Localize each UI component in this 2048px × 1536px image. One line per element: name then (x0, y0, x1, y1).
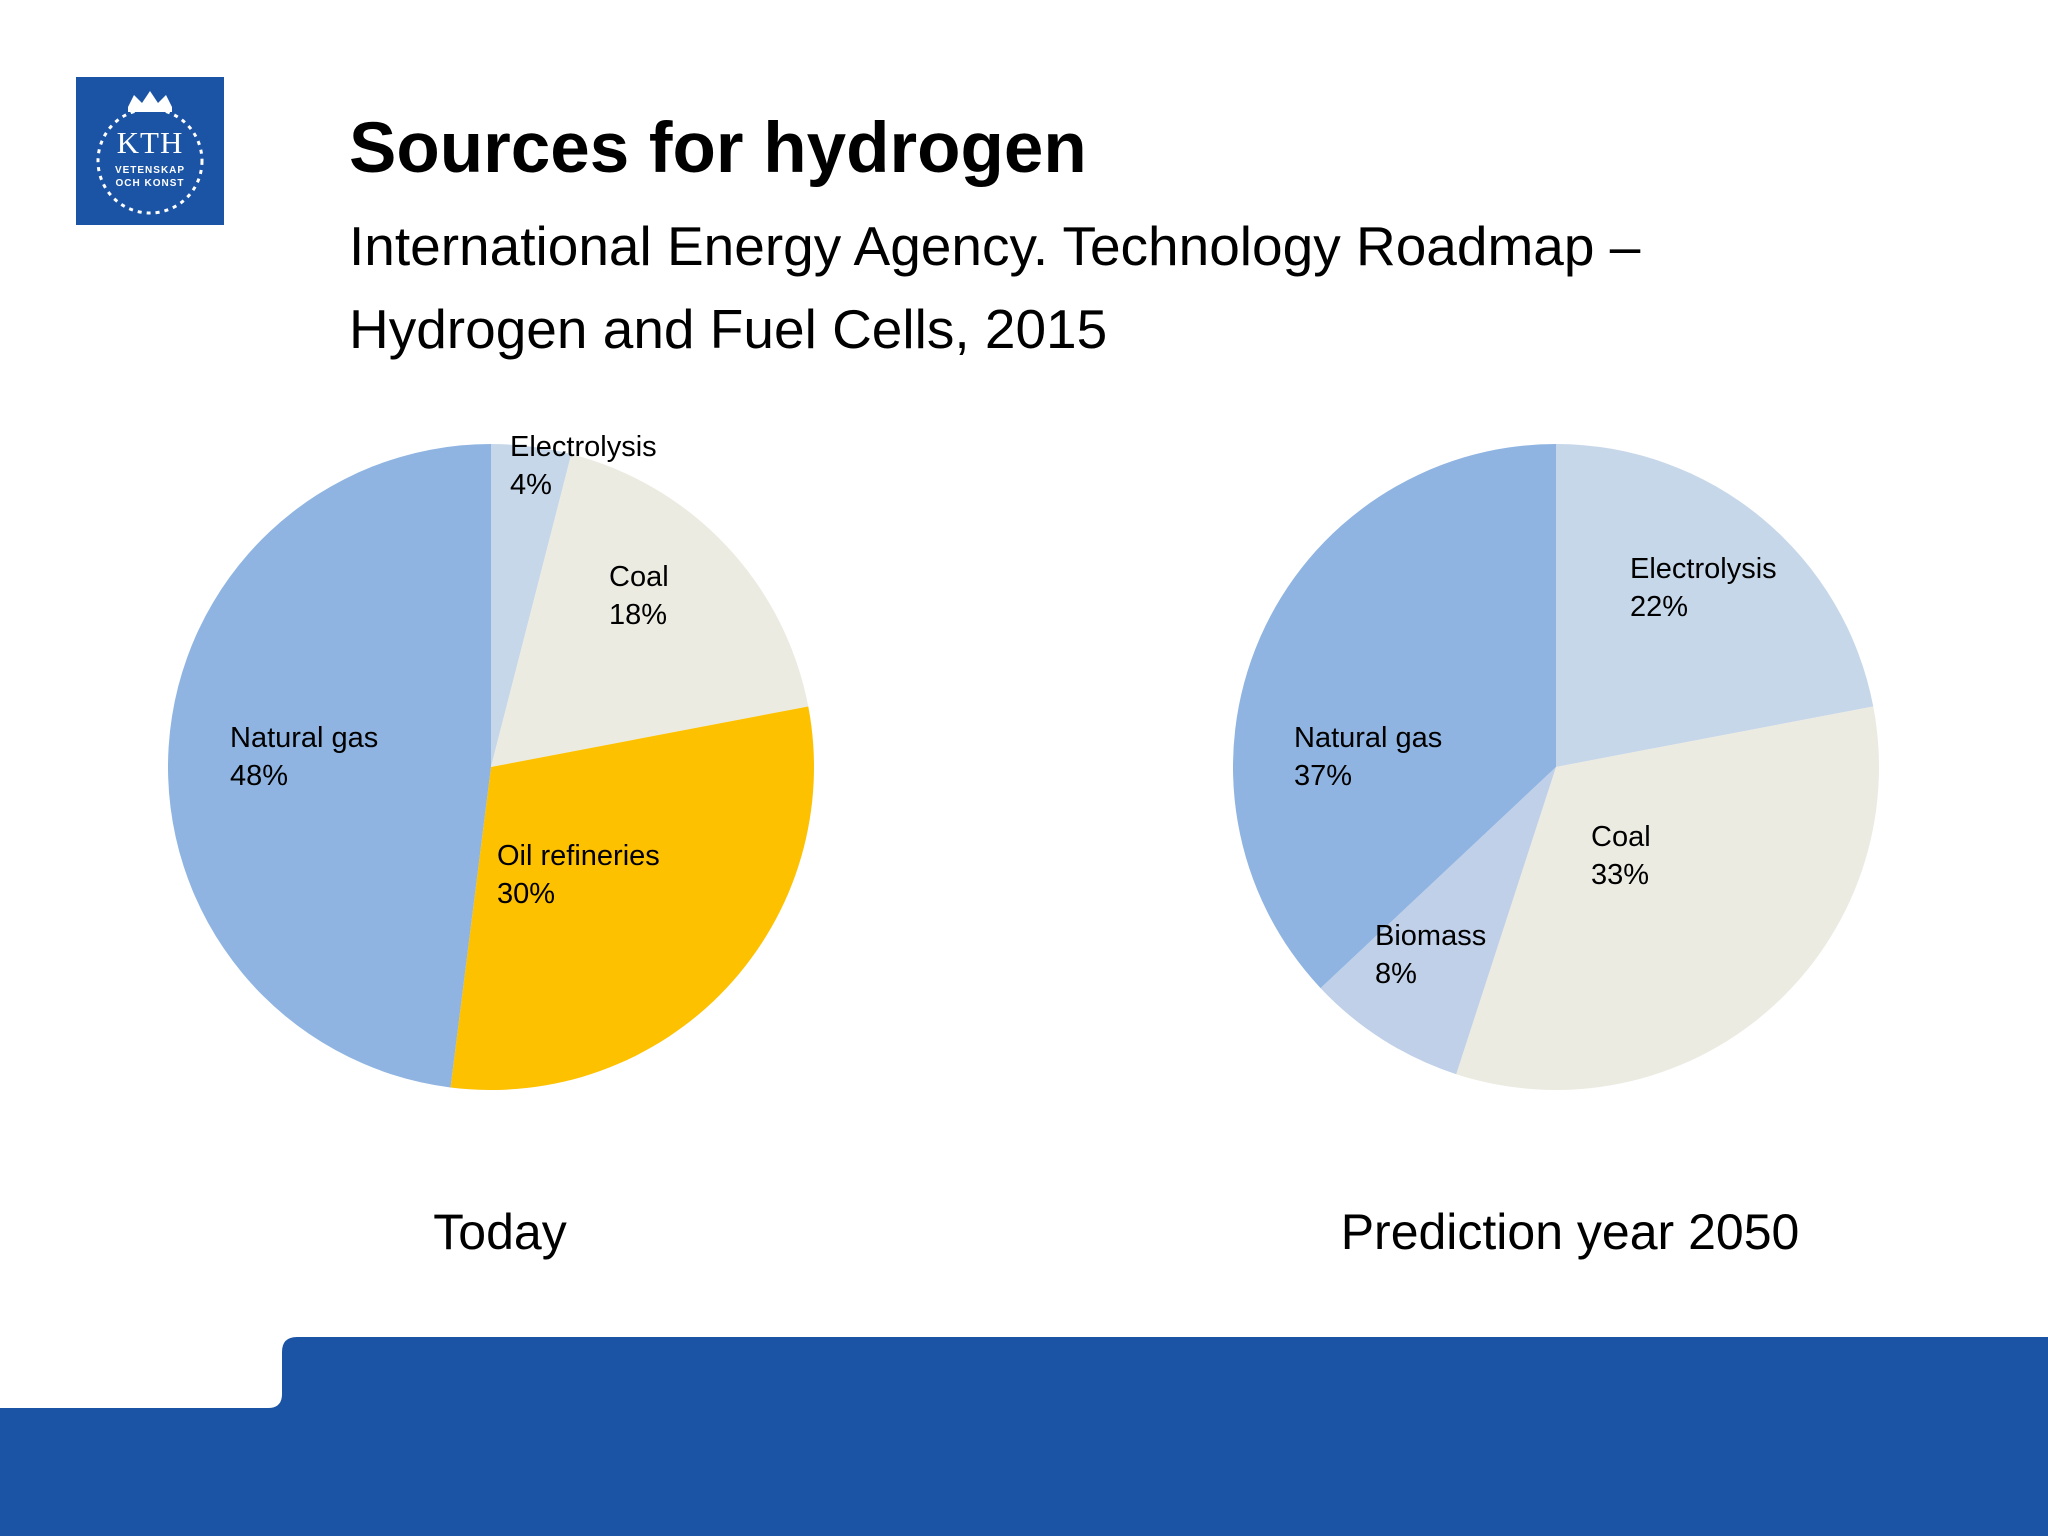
slice-label-value: 22% (1630, 591, 1688, 623)
pie-slice-natural-gas (168, 444, 491, 1088)
slice-label-value: 48% (230, 760, 288, 792)
slide-title: Sources for hydrogen (349, 109, 1087, 188)
slice-label-value: 37% (1294, 760, 1352, 792)
logo-main-text: KTH (116, 125, 184, 160)
slice-label-value: 8% (1375, 958, 1417, 990)
logo-sub-text-line2: OCH KONST (115, 178, 185, 189)
logo-sub-text-line1: VETENSKAP (114, 165, 186, 176)
pie-slice-biomass (1320, 767, 1556, 1075)
slice-label-value: 30% (497, 878, 555, 910)
pie-chart-0: Electrolysis 4% Coal 18% Oil refineries 30% Na… (168, 431, 814, 1090)
pie-slice-coal (491, 454, 809, 767)
logo-wreath-icon (96, 91, 204, 215)
kth-logo: KTH VETENSKAP OCH KONST (76, 77, 224, 225)
slice-label-name: Oil refineries (497, 840, 660, 872)
slice-label-name: Electrolysis (510, 431, 657, 463)
pie-slice-electrolysis (491, 444, 572, 767)
slice-label-name: Coal (609, 561, 669, 593)
pie-slice-natural-gas (1233, 444, 1556, 989)
slice-label-name: Coal (1591, 821, 1651, 853)
chart-caption-2050: Prediction year 2050 (1340, 1204, 1800, 1260)
chart-caption-today: Today (433, 1204, 567, 1260)
slice-label-name: Natural gas (230, 722, 378, 754)
slice-label-name: Biomass (1375, 920, 1486, 952)
pie-chart-1: Electrolysis 22% Coal 33% Biomass 8% Natural g… (1233, 444, 1879, 1091)
slice-label-value: 33% (1591, 859, 1649, 891)
slice-label-value: 18% (609, 599, 667, 631)
pie-slice-oil-refineries (450, 706, 814, 1090)
pie-slice-electrolysis (1556, 444, 1874, 767)
slide-subtitle: International Energy Agency. Technology … (349, 215, 1641, 360)
pie-slice-coal (1456, 706, 1879, 1091)
slice-label-name: Electrolysis (1630, 553, 1777, 585)
slice-label-name: Natural gas (1294, 722, 1442, 754)
slice-label-value: 4% (510, 469, 552, 501)
